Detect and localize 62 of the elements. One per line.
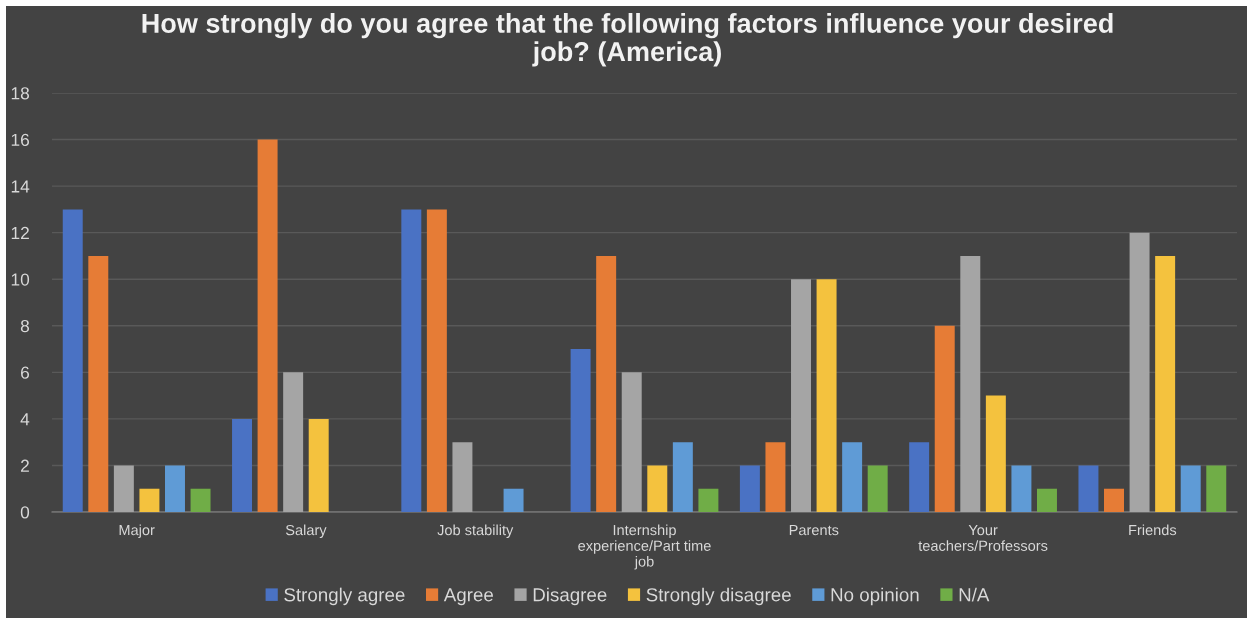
y-tick-label: 12 [11,226,29,239]
bar [765,442,786,512]
bar [232,418,253,512]
bar [401,209,422,512]
bar [113,465,134,512]
bar [934,325,955,512]
y-tick-label: 18 [11,87,30,100]
x-tick-label: Job stability [437,524,514,539]
bar [909,442,930,512]
bar [570,349,591,512]
chart-title: How strongly do you agree that the following factors influence your desired job? (America) [142,13,1113,67]
y-tick-label: 8 [20,319,30,333]
bar [672,442,693,512]
bar [503,488,524,512]
bar [739,465,760,512]
y-tick-label: 2 [21,459,29,472]
y-tick-label: 14 [11,180,30,193]
bar [190,488,211,512]
bar [842,442,863,512]
bar [1011,465,1032,512]
bar [452,442,473,512]
bar [283,372,304,512]
bar [88,255,109,512]
bar [1036,488,1057,512]
legend-label: Strongly disagree [646,587,791,606]
legend-label: Disagree [533,587,607,606]
bar [426,209,447,512]
x-tick-label: Internship experience/Part time job [578,524,711,570]
x-tick-label: Friends [1129,524,1177,536]
bar [698,488,719,512]
legend-label: Strongly agree [284,587,405,606]
bar [139,488,160,512]
legend-label: N/A [959,587,990,602]
bar [867,465,888,512]
bar [791,279,811,512]
bar [647,465,668,512]
bar [985,395,1006,512]
x-tick-label: Your teachers/Professors [918,525,1048,551]
y-tick-label: 4 [20,413,30,426]
bar [165,465,185,512]
bar [257,139,278,512]
legend-label: Agree [443,588,493,606]
bar [960,255,981,512]
bar [1155,255,1176,512]
bar [1104,488,1124,512]
bar [1206,465,1227,512]
bar [596,255,617,512]
bar [1180,465,1201,512]
x-tick-label: Major [119,524,155,539]
y-tick-label: 10 [11,273,30,286]
x-tick-label: Salary [285,524,327,539]
y-tick-label: 16 [11,133,30,147]
y-tick-label: 6 [21,366,30,379]
bar [62,209,83,512]
bar [1078,465,1099,512]
legend-label: No opinion [831,587,919,606]
y-tick-label: 0 [20,506,30,519]
bar [1129,232,1150,512]
bar [308,418,329,512]
bar [816,279,837,512]
x-tick-label: Parents [789,525,839,536]
bar [621,372,642,512]
